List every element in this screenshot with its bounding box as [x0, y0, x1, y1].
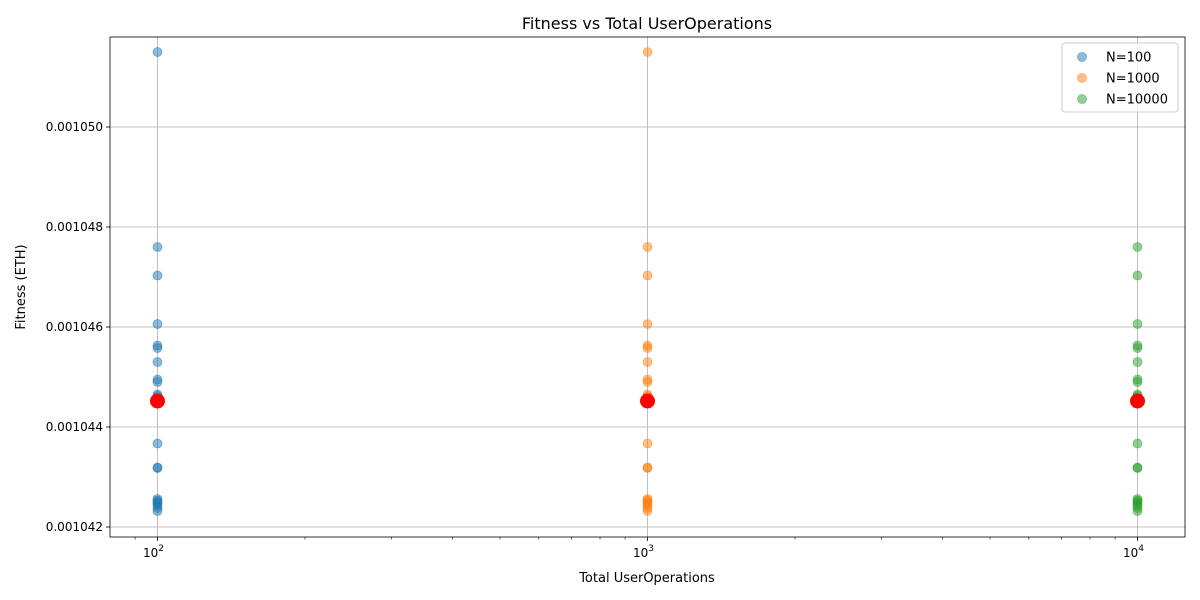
- y-tick-label: 0.001044: [46, 420, 103, 434]
- data-point-series-2: [642, 270, 653, 281]
- legend-label: N=100: [1106, 51, 1151, 66]
- legend-label: N=10000: [1106, 93, 1168, 108]
- data-point-series-1: [152, 506, 163, 516]
- y-tick-label: 0.001046: [46, 320, 103, 334]
- data-point-series-3: [1132, 377, 1143, 387]
- data-point-series-3: [1132, 319, 1143, 329]
- data-point-series-2: [642, 47, 653, 57]
- legend: N=100 N=1000 N=10000: [1061, 42, 1179, 113]
- x-tick-label: 102: [143, 544, 164, 560]
- data-point-series-3: [1132, 463, 1143, 473]
- data-point-series-1: [152, 47, 163, 57]
- data-point-series-1: [152, 270, 163, 281]
- legend-label: N=1000: [1106, 72, 1160, 87]
- x-tick-label: 103: [633, 544, 654, 560]
- data-point-series-1: [152, 242, 163, 252]
- highlight-point: [1130, 393, 1146, 409]
- highlight-point: [640, 393, 655, 409]
- points-layer: [152, 47, 1143, 516]
- highlight-layer: [149, 393, 1146, 409]
- data-point-series-3: [1132, 343, 1143, 353]
- y-tick-label: 0.001042: [46, 520, 103, 534]
- data-point-series-3: [1132, 438, 1143, 449]
- data-point-series-1: [152, 377, 163, 387]
- data-point-series-2: [642, 242, 653, 252]
- data-point-series-2: [642, 343, 653, 353]
- legend-marker: [1077, 52, 1087, 62]
- data-point-series-2: [642, 357, 653, 367]
- data-point-series-2: [642, 506, 653, 516]
- x-tick-label: 104: [1123, 544, 1144, 560]
- data-point-series-2: [642, 438, 653, 449]
- data-point-series-1: [152, 319, 163, 329]
- data-point-series-1: [152, 463, 163, 473]
- y-tick-label: 0.001048: [46, 220, 103, 234]
- data-point-series-3: [1132, 242, 1143, 252]
- data-point-series-2: [642, 463, 653, 473]
- data-point-series-3: [1132, 270, 1143, 281]
- data-point-series-1: [152, 438, 163, 449]
- data-point-series-1: [152, 343, 163, 353]
- legend-marker: [1077, 94, 1087, 104]
- y-axis-label: Fitness (ETH): [14, 244, 29, 329]
- data-point-series-3: [1132, 506, 1143, 516]
- data-point-series-3: [1132, 357, 1143, 367]
- data-point-series-1: [152, 357, 163, 367]
- chart-title: Fitness vs Total UserOperations: [522, 14, 772, 33]
- highlight-point: [149, 393, 165, 409]
- x-axis-label: Total UserOperations: [578, 571, 715, 586]
- ticks-layer: 0.001042 0.001044 0.001046 0.001048 0.001050…: [46, 120, 1145, 560]
- y-tick-label: 0.001050: [46, 120, 103, 134]
- data-point-series-2: [642, 319, 653, 329]
- legend-box: [1061, 42, 1179, 113]
- data-point-series-2: [642, 377, 653, 387]
- legend-marker: [1077, 73, 1087, 83]
